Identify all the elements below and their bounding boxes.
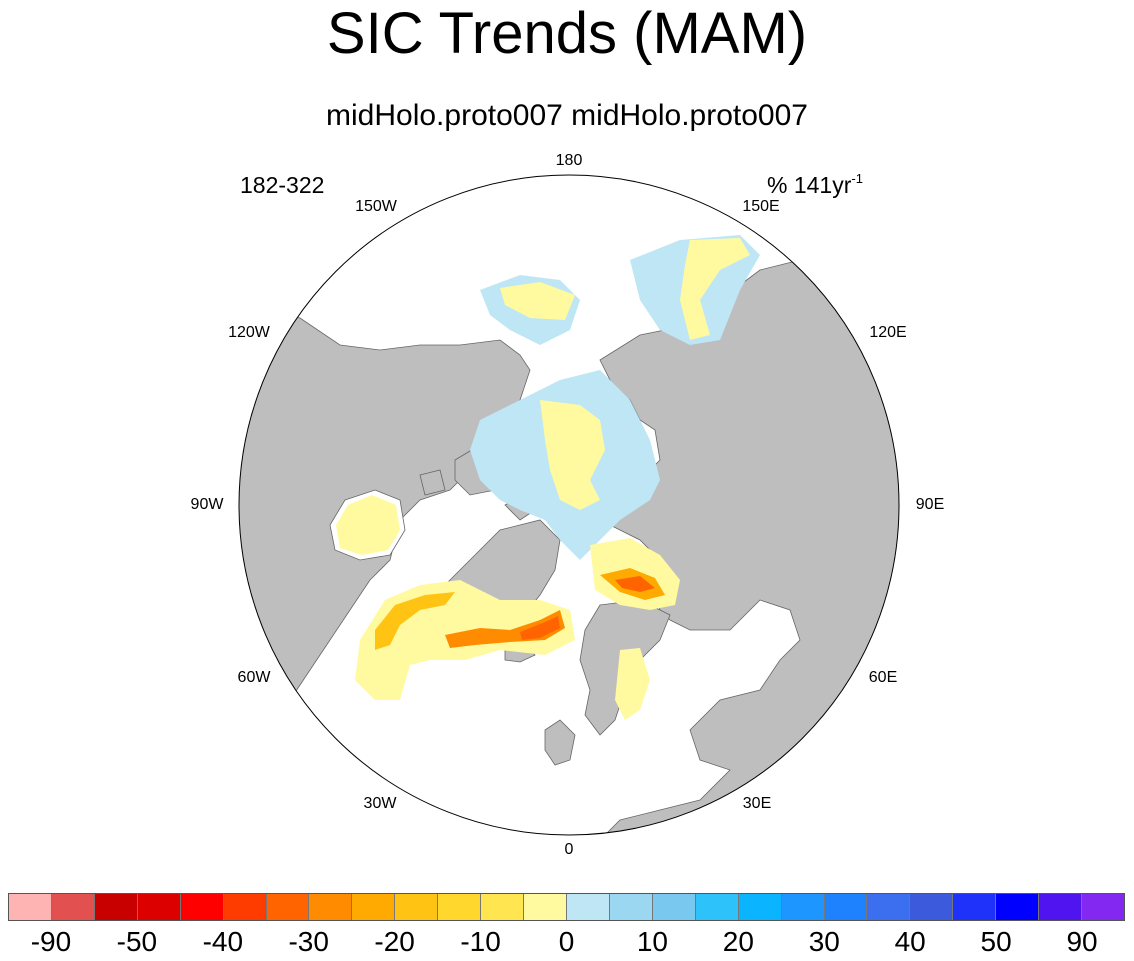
lon-label-90e: 90E [915,496,945,513]
colorbar-label: -10 [460,926,501,957]
colorbar-label: 90 [1066,926,1098,957]
lon-label-120e: 120E [869,324,907,341]
colorbar-label: -90 [30,926,72,957]
colorbar-label: -50 [116,926,158,957]
colorbar-swatch [996,894,1040,920]
colorbar-swatch [867,894,911,920]
colorbar-swatch [953,894,997,920]
colorbar-labels: -90 -50 -40 -30 -20 -10 0 10 20 30 40 50 90 [0,924,1134,960]
lon-label-30w: 30W [363,795,397,812]
colorbar-swatch [223,894,267,920]
colorbar-swatch [652,894,696,920]
period-label: 182-322 [240,172,325,198]
colorbar-swatch [609,894,653,920]
map-subtitle: midHolo.proto007 midHolo.proto007 [326,99,808,132]
map-title: SIC Trends (MAM) [326,1,808,66]
colorbar-swatch [781,894,825,920]
colorbar-swatch [481,894,525,920]
colorbar-swatch [1039,894,1083,920]
colorbar-swatch [695,894,739,920]
lon-label-120w: 120W [228,324,270,341]
trend-yellow-central [540,400,605,510]
trend-yellow-bering [500,282,575,320]
colorbar-label: -40 [202,926,244,957]
lon-label-60e: 60E [868,669,898,686]
trend-red-barents [615,576,655,592]
colorbar-label: 0 [558,926,575,957]
trend-orange-labrador [375,592,455,650]
lon-label-60w: 60W [237,669,271,686]
lon-label-180: 180 [555,152,583,169]
map-boundary-circle [238,174,900,836]
colorbar-label: 30 [808,926,840,957]
colorbar-swatch [395,894,439,920]
colorbar-swatch [1082,894,1124,920]
lon-label-30e: 30E [742,795,772,812]
units-label: % 141yr-1 [767,171,863,198]
colorbar-swatch [9,894,52,920]
trend-yellow-hudson [336,495,400,555]
uk-land [544,719,576,766]
colorbar-swatch [309,894,353,920]
lon-label-90w: 90W [190,496,224,513]
colorbar-label: 40 [894,926,926,957]
colorbar-swatch [94,894,138,920]
trend-yellow-okhotsk [680,238,750,340]
colorbar-swatch [352,894,396,920]
colorbar-swatch [266,894,310,920]
colorbar-swatch [738,894,782,920]
colorbar-label: 20 [722,926,754,957]
lon-label-0: 0 [564,841,574,858]
colorbar-swatch [137,894,181,920]
colorbar-swatch [524,894,567,920]
colorbar-label: 50 [980,926,1012,957]
colorbar-label: 10 [636,926,668,957]
trend-yellow-baltic [615,648,650,720]
lon-label-150w: 150W [355,198,397,215]
colorbar-swatch [910,894,954,920]
colorbar-label: -20 [374,926,415,957]
colorbar-swatch [51,894,95,920]
colorbar-swatch [824,894,868,920]
colorbar [8,893,1125,921]
lon-label-150e: 150E [742,198,780,215]
colorbar-swatch [180,894,224,920]
colorbar-swatch [438,894,482,920]
colorbar-label: -30 [288,926,329,957]
trend-darkred-greenland [520,616,560,640]
colorbar-swatch [566,894,610,920]
